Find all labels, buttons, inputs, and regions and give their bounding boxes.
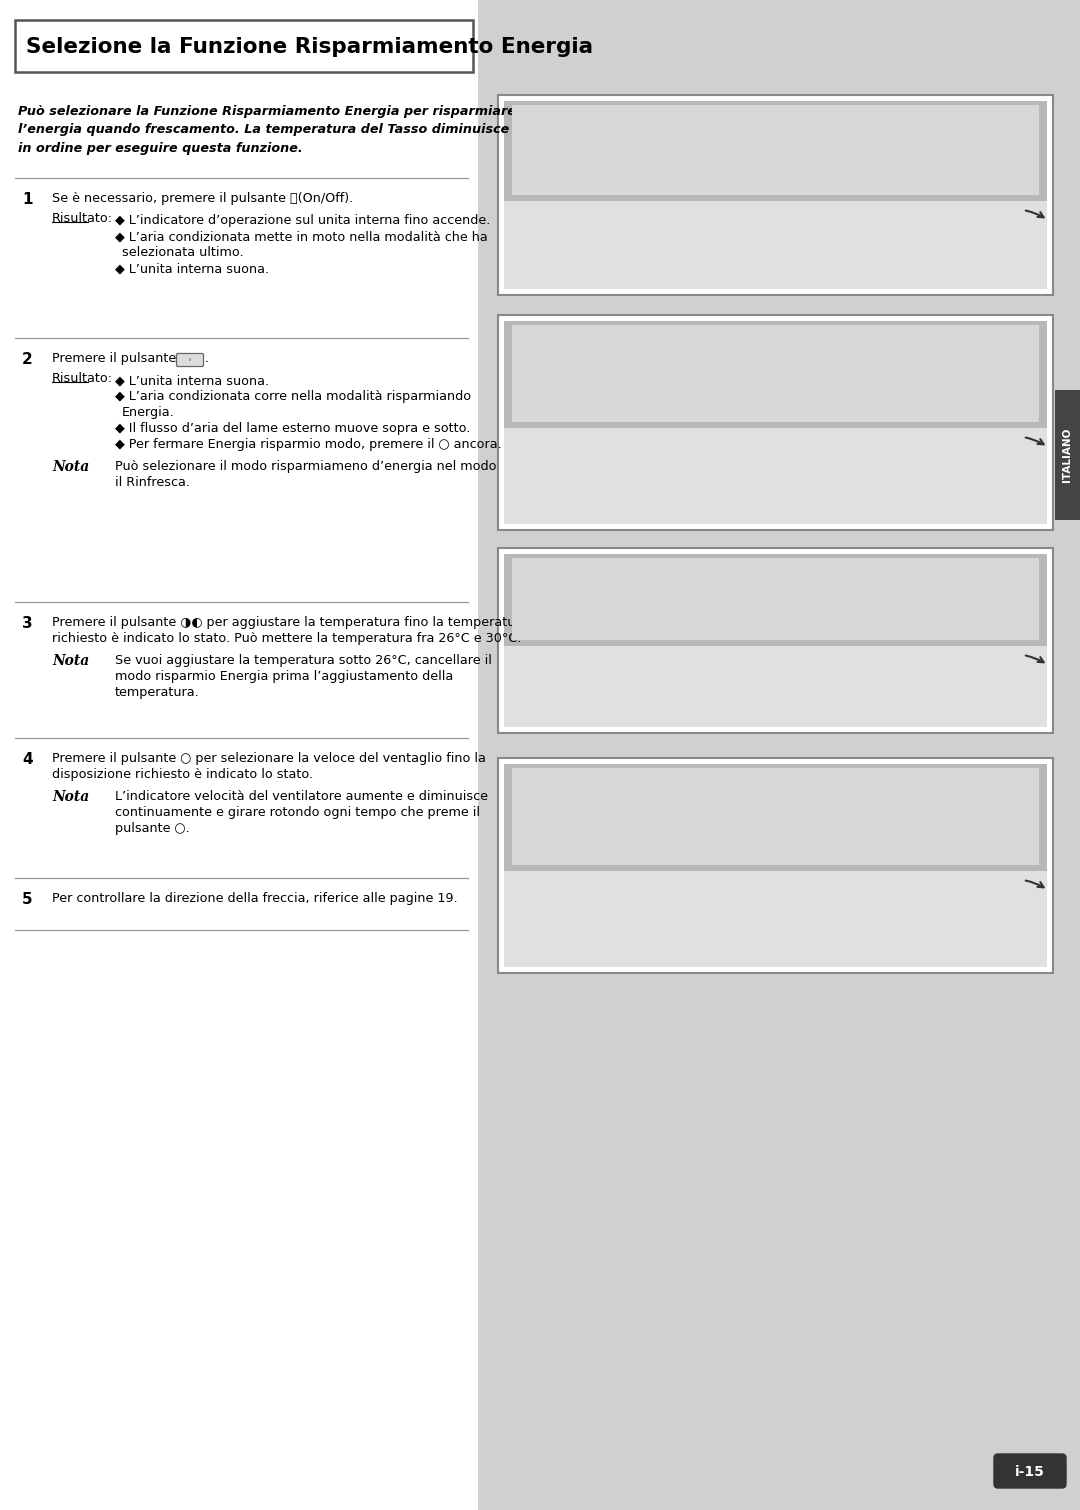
Text: Selezione la Funzione Risparmiamento Energia: Selezione la Funzione Risparmiamento Ene… [26,38,593,57]
Bar [504,427,1047,524]
Text: 4: 4 [22,752,32,767]
Bar [478,0,1080,1510]
Bar [512,559,1039,640]
Text: il Rinfresca.: il Rinfresca. [114,476,190,489]
Text: ◆ L’aria condizionata mette in moto nella modalità che ha: ◆ L’aria condizionata mette in moto nell… [114,230,488,243]
Text: ◆ L’indicatore d’operazione sul unita interna fino accende.: ◆ L’indicatore d’operazione sul unita in… [114,214,490,226]
Text: modo risparmio Energia prima l’aggiustamento della: modo risparmio Energia prima l’aggiustam… [114,670,454,683]
Text: 1: 1 [22,192,32,207]
Text: disposizione richiesto è indicato lo stato.: disposizione richiesto è indicato lo sta… [52,769,313,781]
Text: Nota: Nota [52,461,90,474]
FancyBboxPatch shape [176,353,203,367]
Text: continuamente e girare rotondo ogni tempo che preme il: continuamente e girare rotondo ogni temp… [114,806,480,818]
Text: temperatura.: temperatura. [114,686,200,699]
Text: Nota: Nota [52,790,90,803]
Bar [1055,390,1080,519]
Text: 5: 5 [22,892,32,908]
Text: Può selezionare il modo risparmiameno d’energia nel modo: Può selezionare il modo risparmiameno d’… [114,461,497,473]
Text: pulsante ○.: pulsante ○. [114,821,190,835]
FancyBboxPatch shape [994,1454,1066,1487]
Text: ◦: ◦ [188,356,192,362]
Text: ◆ Per fermare Energia risparmio modo, premere il ○ ancora.: ◆ Per fermare Energia risparmio modo, pr… [114,438,502,451]
Text: Nota: Nota [52,654,90,667]
Text: Può selezionare la Funzione Risparmiamento Energia per risparmiare
l’energia qua: Può selezionare la Funzione Risparmiamen… [18,106,516,156]
Text: Se vuoi aggiustare la temperatura sotto 26°C, cancellare il: Se vuoi aggiustare la temperatura sotto … [114,654,491,667]
Bar [498,95,1053,294]
Bar [498,316,1053,530]
Text: Premere il pulsante ○ per selezionare la veloce del ventaglio fino la: Premere il pulsante ○ per selezionare la… [52,752,486,766]
Text: L’indicatore velocità del ventilatore aumente e diminuisce: L’indicatore velocità del ventilatore au… [114,790,488,803]
Text: Risultato:: Risultato: [52,371,113,385]
Text: ◆ L’unita interna suona.: ◆ L’unita interna suona. [114,263,269,275]
Text: .: . [205,352,210,365]
Text: ◆ L’unita interna suona.: ◆ L’unita interna suona. [114,374,269,387]
Bar [504,201,1047,288]
Text: ◆ L’aria condizionata corre nella modalità risparmiando: ◆ L’aria condizionata corre nella modali… [114,390,471,403]
Text: Risultato:: Risultato: [52,211,113,225]
Text: Se è necessario, premere il pulsante Ⓟ(On/Off).: Se è necessario, premere il pulsante Ⓟ(O… [52,192,353,205]
Bar [504,764,1047,871]
Bar [512,106,1039,195]
Text: Per controllare la direzione della freccia, riferice alle pagine 19.: Per controllare la direzione della frecc… [52,892,458,904]
Text: Premere il pulsante: Premere il pulsante [52,352,176,365]
Bar [498,548,1053,732]
Text: ◆ Il flusso d’aria del lame esterno muove sopra e sotto.: ◆ Il flusso d’aria del lame esterno muov… [114,421,471,435]
Text: Premere il pulsante ◑◐ per aggiustare la temperatura fino la temperatura: Premere il pulsante ◑◐ per aggiustare la… [52,616,528,630]
Bar [512,325,1039,421]
Bar [498,758,1053,972]
Text: 3: 3 [22,616,32,631]
Bar [504,554,1047,646]
Text: 2: 2 [22,352,32,367]
Bar [512,769,1039,865]
Text: i-15: i-15 [1015,1465,1045,1478]
Bar [504,871,1047,966]
Text: selezionata ultimo.: selezionata ultimo. [122,246,244,260]
Text: Energia.: Energia. [122,406,175,418]
Text: richiesto è indicato lo stato. Può mettere la temperatura fra 26°C e 30°C.: richiesto è indicato lo stato. Può mette… [52,633,522,645]
Text: ITALIANO: ITALIANO [1062,427,1072,482]
Bar [504,101,1047,201]
Bar [504,322,1047,427]
Bar [15,20,473,72]
Bar [504,646,1047,726]
